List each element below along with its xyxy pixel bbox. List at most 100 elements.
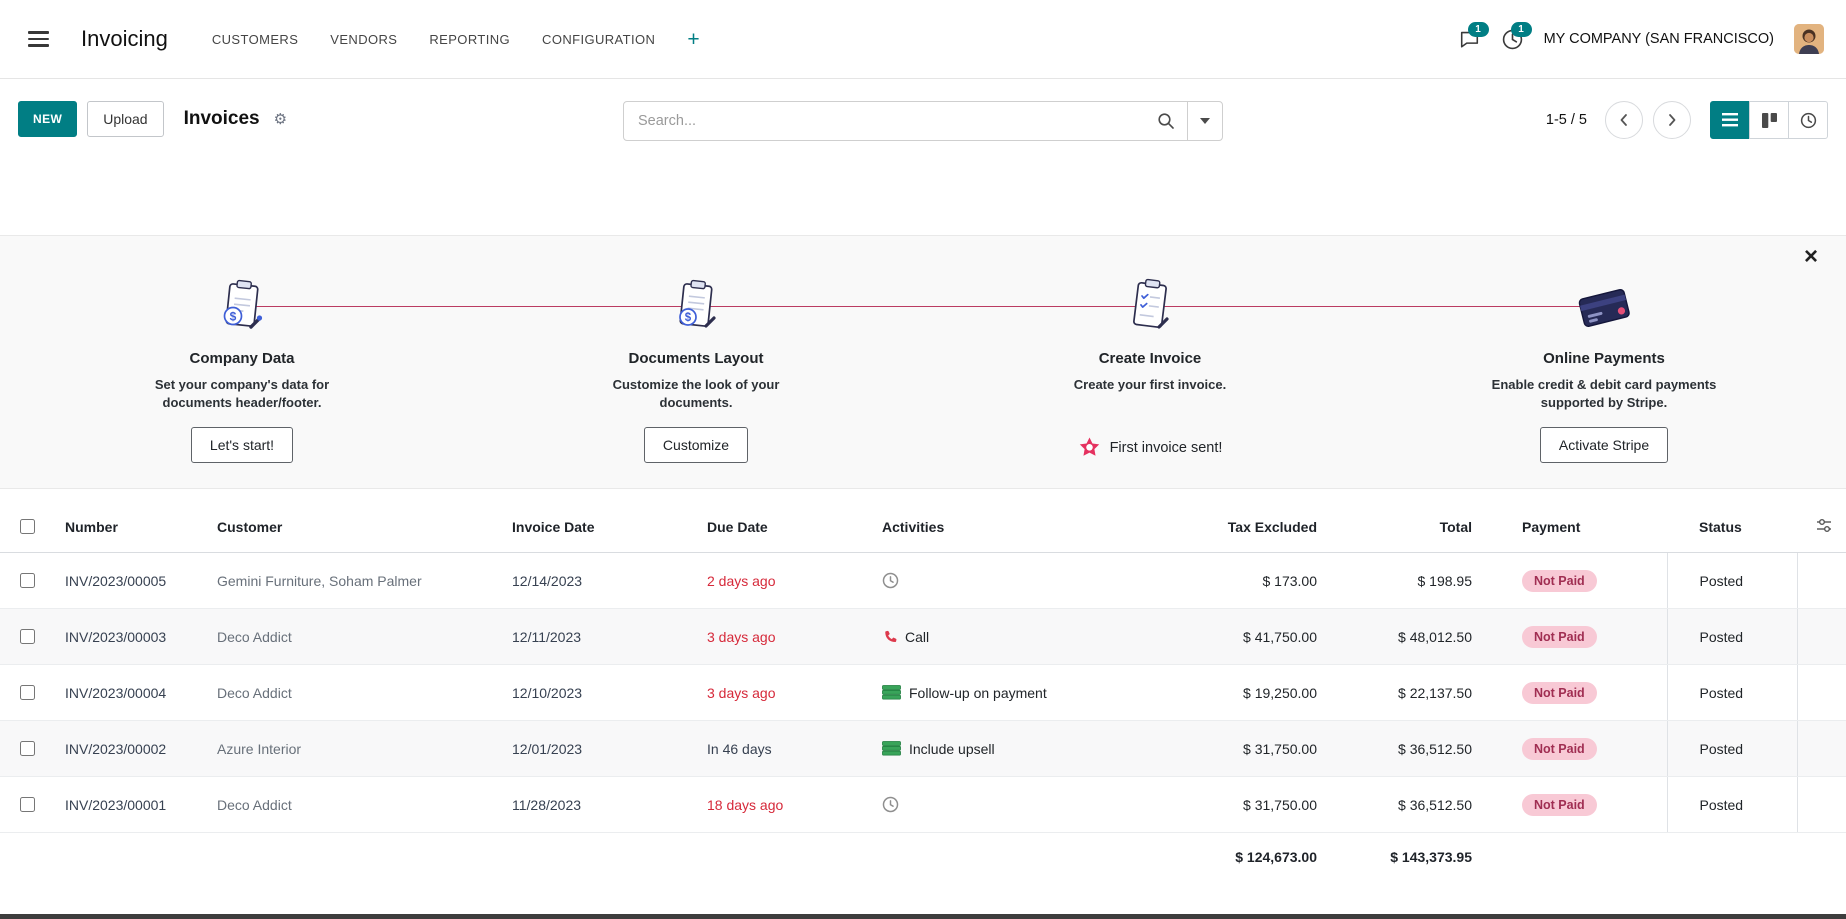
svg-text:$: $	[230, 310, 237, 324]
pager-next-button[interactable]	[1653, 101, 1691, 139]
row-checkbox-cell	[0, 609, 47, 665]
activate-stripe-button[interactable]: Activate Stripe	[1540, 427, 1668, 463]
action-gear-icon[interactable]: ⚙	[274, 110, 287, 128]
payment-cell: Not Paid	[1482, 553, 1667, 609]
optional-columns-icon[interactable]	[1816, 518, 1832, 533]
activity-label: Call	[905, 629, 929, 645]
optional-columns-cell	[1797, 501, 1846, 553]
column-invoice-date[interactable]: Invoice Date	[502, 501, 697, 553]
list-view-button[interactable]	[1710, 101, 1750, 139]
payment-cell: Not Paid	[1482, 777, 1667, 833]
table-row[interactable]: INV/2023/00005 Gemini Furniture, Soham P…	[0, 553, 1846, 609]
row-checkbox[interactable]	[20, 797, 35, 812]
payment-status-badge: Not Paid	[1522, 738, 1597, 760]
row-checkbox-cell	[0, 553, 47, 609]
search-input[interactable]	[636, 112, 1157, 130]
app-title[interactable]: Invoicing	[81, 26, 168, 52]
table-row[interactable]: INV/2023/00004 Deco Addict 12/10/2023 3 …	[0, 665, 1846, 721]
invoice-status: Posted	[1667, 665, 1797, 721]
customize-button[interactable]: Customize	[644, 427, 748, 463]
chevron-left-icon	[1617, 113, 1631, 127]
pager-range[interactable]: 1-5 / 5	[1546, 112, 1587, 128]
company-switcher[interactable]: MY COMPANY (SAN FRANCISCO)	[1544, 31, 1774, 47]
phone-icon[interactable]	[882, 629, 897, 644]
column-customer[interactable]: Customer	[207, 501, 502, 553]
activity-cell: Call	[872, 609, 1172, 665]
invoice-number: INV/2023/00001	[47, 777, 207, 833]
due-date: 3 days ago	[697, 609, 872, 665]
row-checkbox[interactable]	[20, 629, 35, 644]
row-checkbox[interactable]	[20, 741, 35, 756]
control-panel: NEW Upload Invoices ⚙ 1-5 / 5	[0, 79, 1846, 235]
invoice-customer: Azure Interior	[207, 721, 502, 777]
menu-configuration[interactable]: CONFIGURATION	[542, 32, 655, 47]
total-amount: $ 36,512.50	[1327, 777, 1482, 833]
activity-cell: Include upsell	[872, 721, 1172, 777]
tax-excluded-total: $ 124,673.00	[1172, 833, 1327, 882]
plus-icon[interactable]: +	[687, 29, 699, 50]
menu-vendors[interactable]: VENDORS	[330, 32, 397, 47]
onboarding-step-company-data: $ Company Data Set your company's data f…	[82, 274, 402, 468]
search-dropdown-button[interactable]	[1187, 101, 1223, 141]
clock-activity-icon[interactable]	[882, 796, 899, 813]
invoice-customer: Deco Addict	[207, 777, 502, 833]
online-payments-icon	[1572, 274, 1636, 340]
column-tax-excluded[interactable]: Tax Excluded	[1172, 501, 1327, 553]
money-icon[interactable]	[882, 685, 901, 700]
onboarding-step-online-payments: Online Payments Enable credit & debit ca…	[1444, 274, 1764, 468]
column-activities[interactable]: Activities	[872, 501, 1172, 553]
column-number[interactable]: Number	[47, 501, 207, 553]
messages-button[interactable]: 1	[1458, 28, 1481, 50]
menu-reporting[interactable]: REPORTING	[429, 32, 510, 47]
invoice-customer: Deco Addict	[207, 609, 502, 665]
money-icon[interactable]	[882, 741, 901, 756]
activity-cell	[872, 553, 1172, 609]
row-checkbox[interactable]	[20, 685, 35, 700]
activities-badge: 1	[1511, 22, 1532, 37]
kanban-view-button[interactable]	[1749, 101, 1789, 139]
table-row[interactable]: INV/2023/00003 Deco Addict 12/11/2023 3 …	[0, 609, 1846, 665]
lets-start-button[interactable]: Let's start!	[191, 427, 293, 463]
empty-cell	[1797, 553, 1846, 609]
activity-label: Follow-up on payment	[909, 685, 1047, 701]
step-description: Enable credit & debit card payments supp…	[1478, 376, 1730, 413]
star-icon	[1078, 436, 1101, 459]
invoice-status: Posted	[1667, 777, 1797, 833]
payment-cell: Not Paid	[1482, 665, 1667, 721]
table-row[interactable]: INV/2023/00001 Deco Addict 11/28/2023 18…	[0, 777, 1846, 833]
column-payment[interactable]: Payment	[1482, 501, 1667, 553]
step-title: Online Payments	[1543, 350, 1665, 367]
search-box	[623, 101, 1188, 141]
column-status[interactable]: Status	[1667, 501, 1797, 553]
pager-previous-button[interactable]	[1605, 101, 1643, 139]
onboarding-step-documents-layout: $ Documents Layout Customize the look of…	[536, 274, 856, 468]
empty-cell	[1797, 721, 1846, 777]
select-all-checkbox-cell	[0, 501, 47, 553]
activity-view-button[interactable]	[1788, 101, 1828, 139]
column-due-date[interactable]: Due Date	[697, 501, 872, 553]
caret-down-icon	[1200, 118, 1210, 124]
invoice-number: INV/2023/00003	[47, 609, 207, 665]
activities-button[interactable]: 1	[1501, 28, 1524, 51]
row-checkbox-cell	[0, 777, 47, 833]
menu-customers[interactable]: CUSTOMERS	[212, 32, 298, 47]
invoice-date: 12/01/2023	[502, 721, 697, 777]
apps-menu-button[interactable]	[22, 25, 55, 52]
create-invoice-icon	[1118, 274, 1182, 340]
grand-total: $ 143,373.95	[1327, 833, 1482, 882]
onboarding-step-create-invoice: Create Invoice Create your first invoice…	[990, 274, 1310, 468]
new-button[interactable]: NEW	[18, 101, 77, 137]
payment-status-badge: Not Paid	[1522, 794, 1597, 816]
column-total[interactable]: Total	[1327, 501, 1482, 553]
clock-activity-icon[interactable]	[882, 572, 899, 589]
user-avatar[interactable]	[1794, 24, 1824, 54]
table-row[interactable]: INV/2023/00002 Azure Interior 12/01/2023…	[0, 721, 1846, 777]
invoice-number: INV/2023/00002	[47, 721, 207, 777]
select-all-checkbox[interactable]	[20, 519, 35, 534]
invoice-number: INV/2023/00004	[47, 665, 207, 721]
invoice-date: 12/11/2023	[502, 609, 697, 665]
chevron-right-icon	[1665, 113, 1679, 127]
row-checkbox[interactable]	[20, 573, 35, 588]
activity-cell: Follow-up on payment	[872, 665, 1172, 721]
upload-button[interactable]: Upload	[87, 101, 163, 137]
